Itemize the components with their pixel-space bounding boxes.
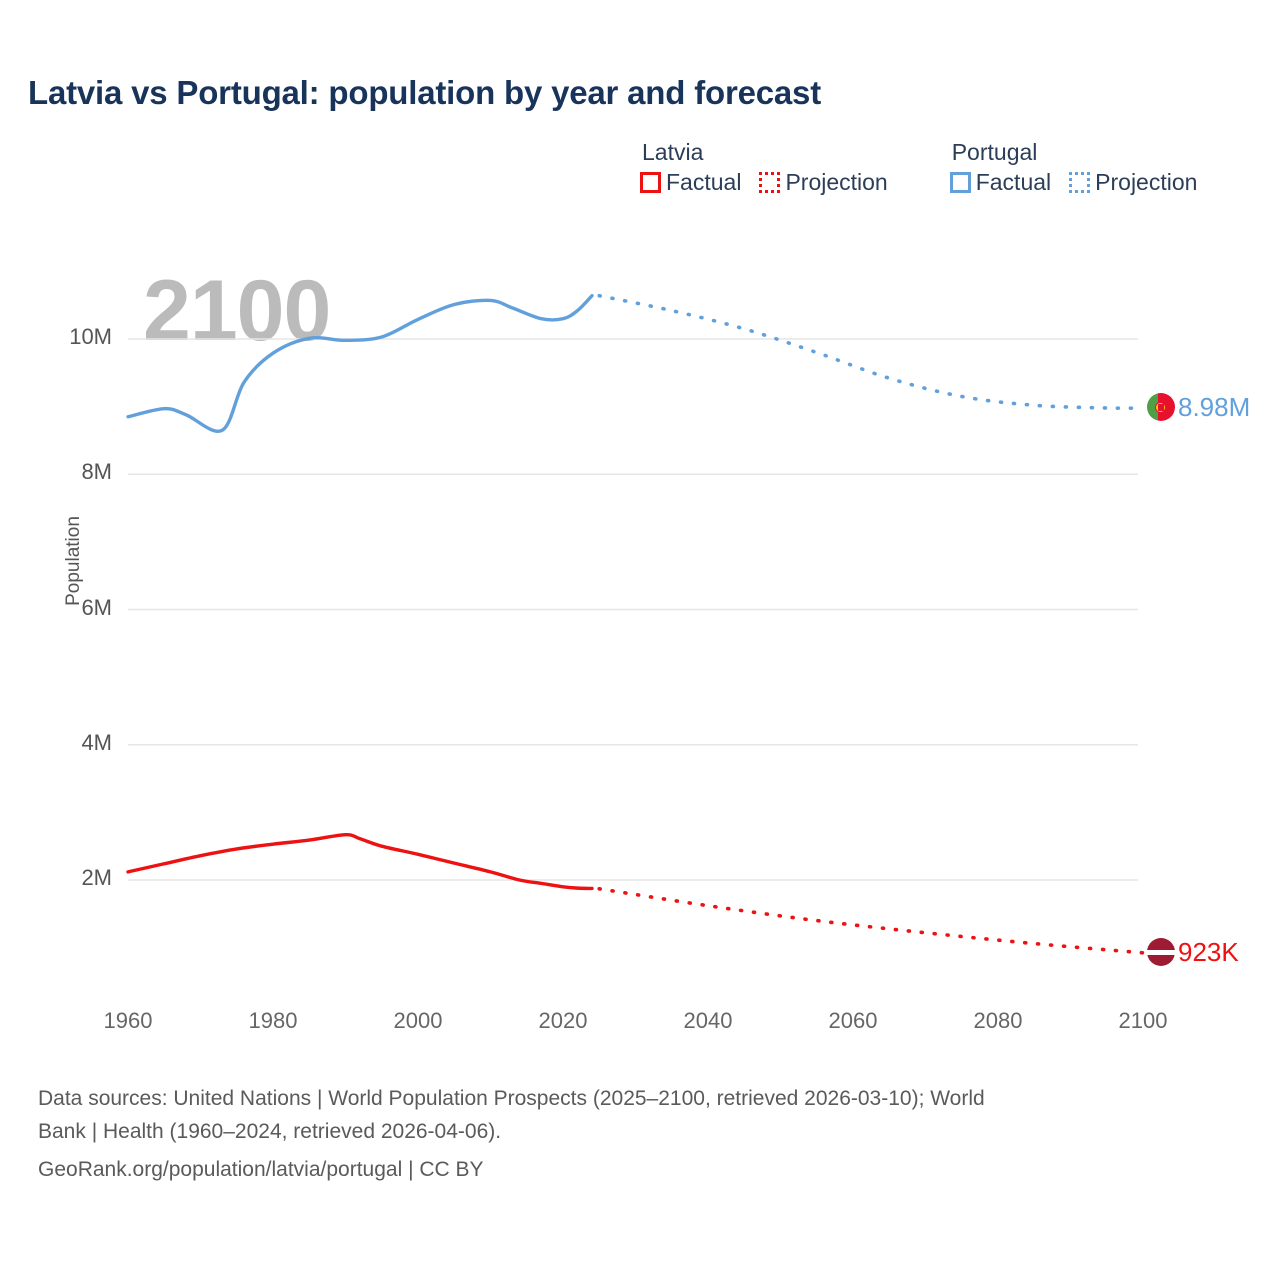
x-tick-label: 2060	[828, 1008, 878, 1033]
legend-group-title-portugal: Portugal	[951, 139, 1038, 165]
series-line-projection-portugal	[597, 293, 1145, 410]
y-tick-label: 6M	[81, 594, 112, 620]
legend-item-portugal-factual[interactable]: Factual	[949, 169, 1052, 196]
x-tick-label: 2020	[538, 1008, 588, 1033]
y-tick-label: 2M	[81, 865, 112, 890]
y-tick-label: 4M	[81, 729, 112, 755]
legend-label-latvia-projection: Projection	[785, 169, 888, 196]
legend-item-latvia-factual[interactable]: Factual	[640, 169, 741, 196]
chart-legend: Latvia Factual Projection Portugal Factu…	[640, 139, 1197, 196]
latvia-flag-icon	[1147, 938, 1175, 967]
legend-label-portugal-projection: Projection	[1095, 169, 1198, 196]
legend-swatch-dotted-icon	[759, 172, 781, 194]
legend-group-title-latvia: Latvia	[642, 139, 704, 165]
y-tick-label: 10M	[69, 324, 112, 349]
legend-swatch-dotted-icon	[1069, 172, 1091, 194]
legend-swatch-solid-icon	[949, 172, 971, 194]
legend-label-latvia-factual: Factual	[666, 169, 742, 196]
latvia-end-marker: 923K	[1147, 937, 1239, 968]
x-tick-label: 2080	[973, 1008, 1023, 1033]
series-line-factual-portugal	[126, 294, 594, 434]
series-line-factual-latvia	[126, 832, 594, 891]
x-tick-label: 1980	[248, 1008, 298, 1033]
latvia-end-value: 923K	[1178, 936, 1239, 967]
legend-item-portugal-projection[interactable]: Projection	[1069, 169, 1197, 196]
footer-sources: Data sources: United Nations | World Pop…	[38, 1083, 1228, 1187]
legend-group-portugal: Portugal Factual Projection	[949, 139, 1197, 196]
legend-group-latvia: Latvia Factual Projection	[640, 139, 888, 196]
footer-line-3: GeoRank.org/population/latvia/portugal |…	[38, 1158, 484, 1182]
portugal-end-marker: 8.98M	[1147, 392, 1250, 423]
x-tick-label: 2040	[683, 1008, 733, 1033]
footer-line-1: Data sources: United Nations | World Pop…	[38, 1087, 985, 1110]
page-title: Latvia vs Portugal: population by year a…	[28, 74, 821, 111]
x-tick-label: 2000	[393, 1008, 443, 1033]
footer-line-2: Bank | Health (1960–2024, retrieved 2026…	[38, 1119, 502, 1143]
legend-swatch-solid-icon	[640, 172, 661, 194]
x-tick-label: 2100	[1118, 1008, 1168, 1033]
chart-svg	[126, 293, 1145, 955]
series-line-projection-latvia	[597, 886, 1145, 955]
x-tick-label: 1960	[103, 1008, 153, 1033]
portugal-end-value: 8.98M	[1178, 391, 1251, 422]
legend-label-portugal-factual: Factual	[975, 169, 1052, 196]
legend-entries-portugal: Factual Projection	[949, 169, 1197, 196]
legend-item-latvia-projection[interactable]: Projection	[759, 169, 888, 196]
y-tick-label: 8M	[81, 459, 112, 485]
legend-entries-latvia: Factual Projection	[640, 169, 888, 196]
plot-area: 2100 Population 2M 4M 6M 8M 10M 1960 1980 2000…	[0, 250, 1280, 1050]
portugal-flag-icon	[1147, 393, 1175, 422]
